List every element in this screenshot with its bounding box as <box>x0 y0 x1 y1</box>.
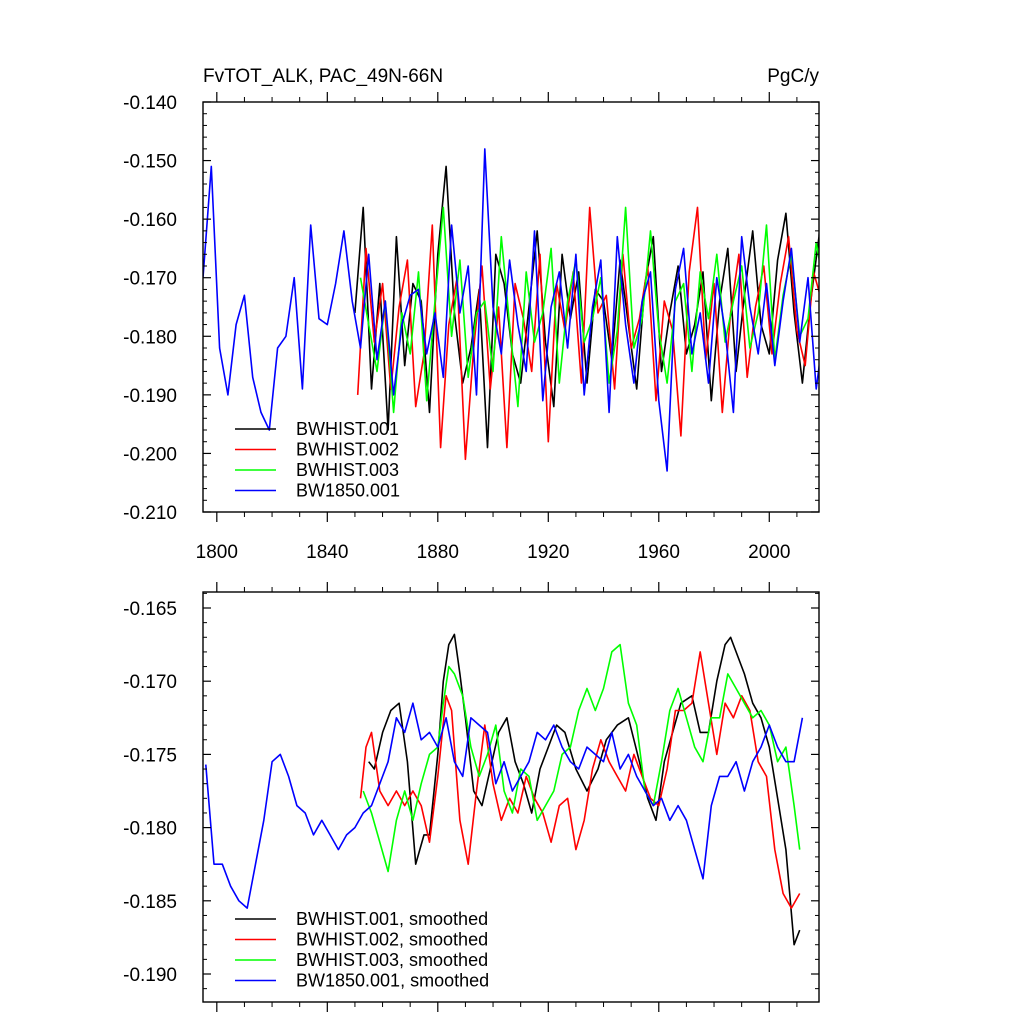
y-tick-label: -0.190 <box>123 965 177 986</box>
legend-label: BW1850.001 <box>296 481 400 501</box>
x-tick-label: 1960 <box>638 542 680 563</box>
legend-label: BWHIST.002 <box>296 440 399 460</box>
legend-label: BWHIST.001, smoothed <box>296 909 488 929</box>
top-title-left: FvTOT_ALK, PAC_49N-66N <box>203 66 443 87</box>
legend-label: BWHIST.003, smoothed <box>296 950 488 970</box>
x-tick-label: 2000 <box>748 542 790 563</box>
plot-frame <box>202 101 820 513</box>
x-tick-label: 1880 <box>417 542 459 563</box>
legend-label: BWHIST.003 <box>296 460 399 480</box>
legend-label: BW1850.001, smoothed <box>296 971 489 991</box>
bottom-panel: -0.165 -0.170 -0.175 -0.180 -0.185 -0.190 BWHI… <box>123 582 820 1012</box>
y-tick-label: -0.180 <box>123 327 177 348</box>
plot-frame <box>202 591 820 1003</box>
y-tick-label: -0.185 <box>123 892 177 913</box>
top-title-right: PgC/y <box>767 66 819 87</box>
y-tick-label: -0.200 <box>123 444 177 465</box>
y-tick-label: -0.165 <box>123 599 177 620</box>
top-panel: FvTOT_ALK, PAC_49N-66N PgC/y -0.140 -0.15… <box>123 66 820 563</box>
y-tick-label: -0.170 <box>123 672 177 693</box>
series-line-bottom-4 <box>205 702 804 909</box>
series-line-top-4 <box>203 148 819 472</box>
legend-label: BWHIST.001 <box>296 419 399 439</box>
y-tick-label: -0.140 <box>123 93 177 114</box>
y-tick-label: -0.180 <box>123 819 177 840</box>
y-tick-label: -0.210 <box>123 503 177 524</box>
series-line-bottom-2 <box>359 651 801 909</box>
y-tick-label: -0.190 <box>123 386 177 407</box>
x-tick-label: 1920 <box>527 542 569 563</box>
legend-label: BWHIST.002, smoothed <box>296 930 488 950</box>
y-tick-label: -0.150 <box>123 152 177 173</box>
series-line-top-3 <box>359 206 819 414</box>
x-tick-label: 1800 <box>196 542 238 563</box>
y-tick-label: -0.175 <box>123 745 177 766</box>
x-tick-label: 1840 <box>306 542 348 563</box>
series-line-bottom-1 <box>368 633 801 946</box>
y-tick-label: -0.160 <box>123 210 177 231</box>
y-tick-label: -0.170 <box>123 269 177 290</box>
